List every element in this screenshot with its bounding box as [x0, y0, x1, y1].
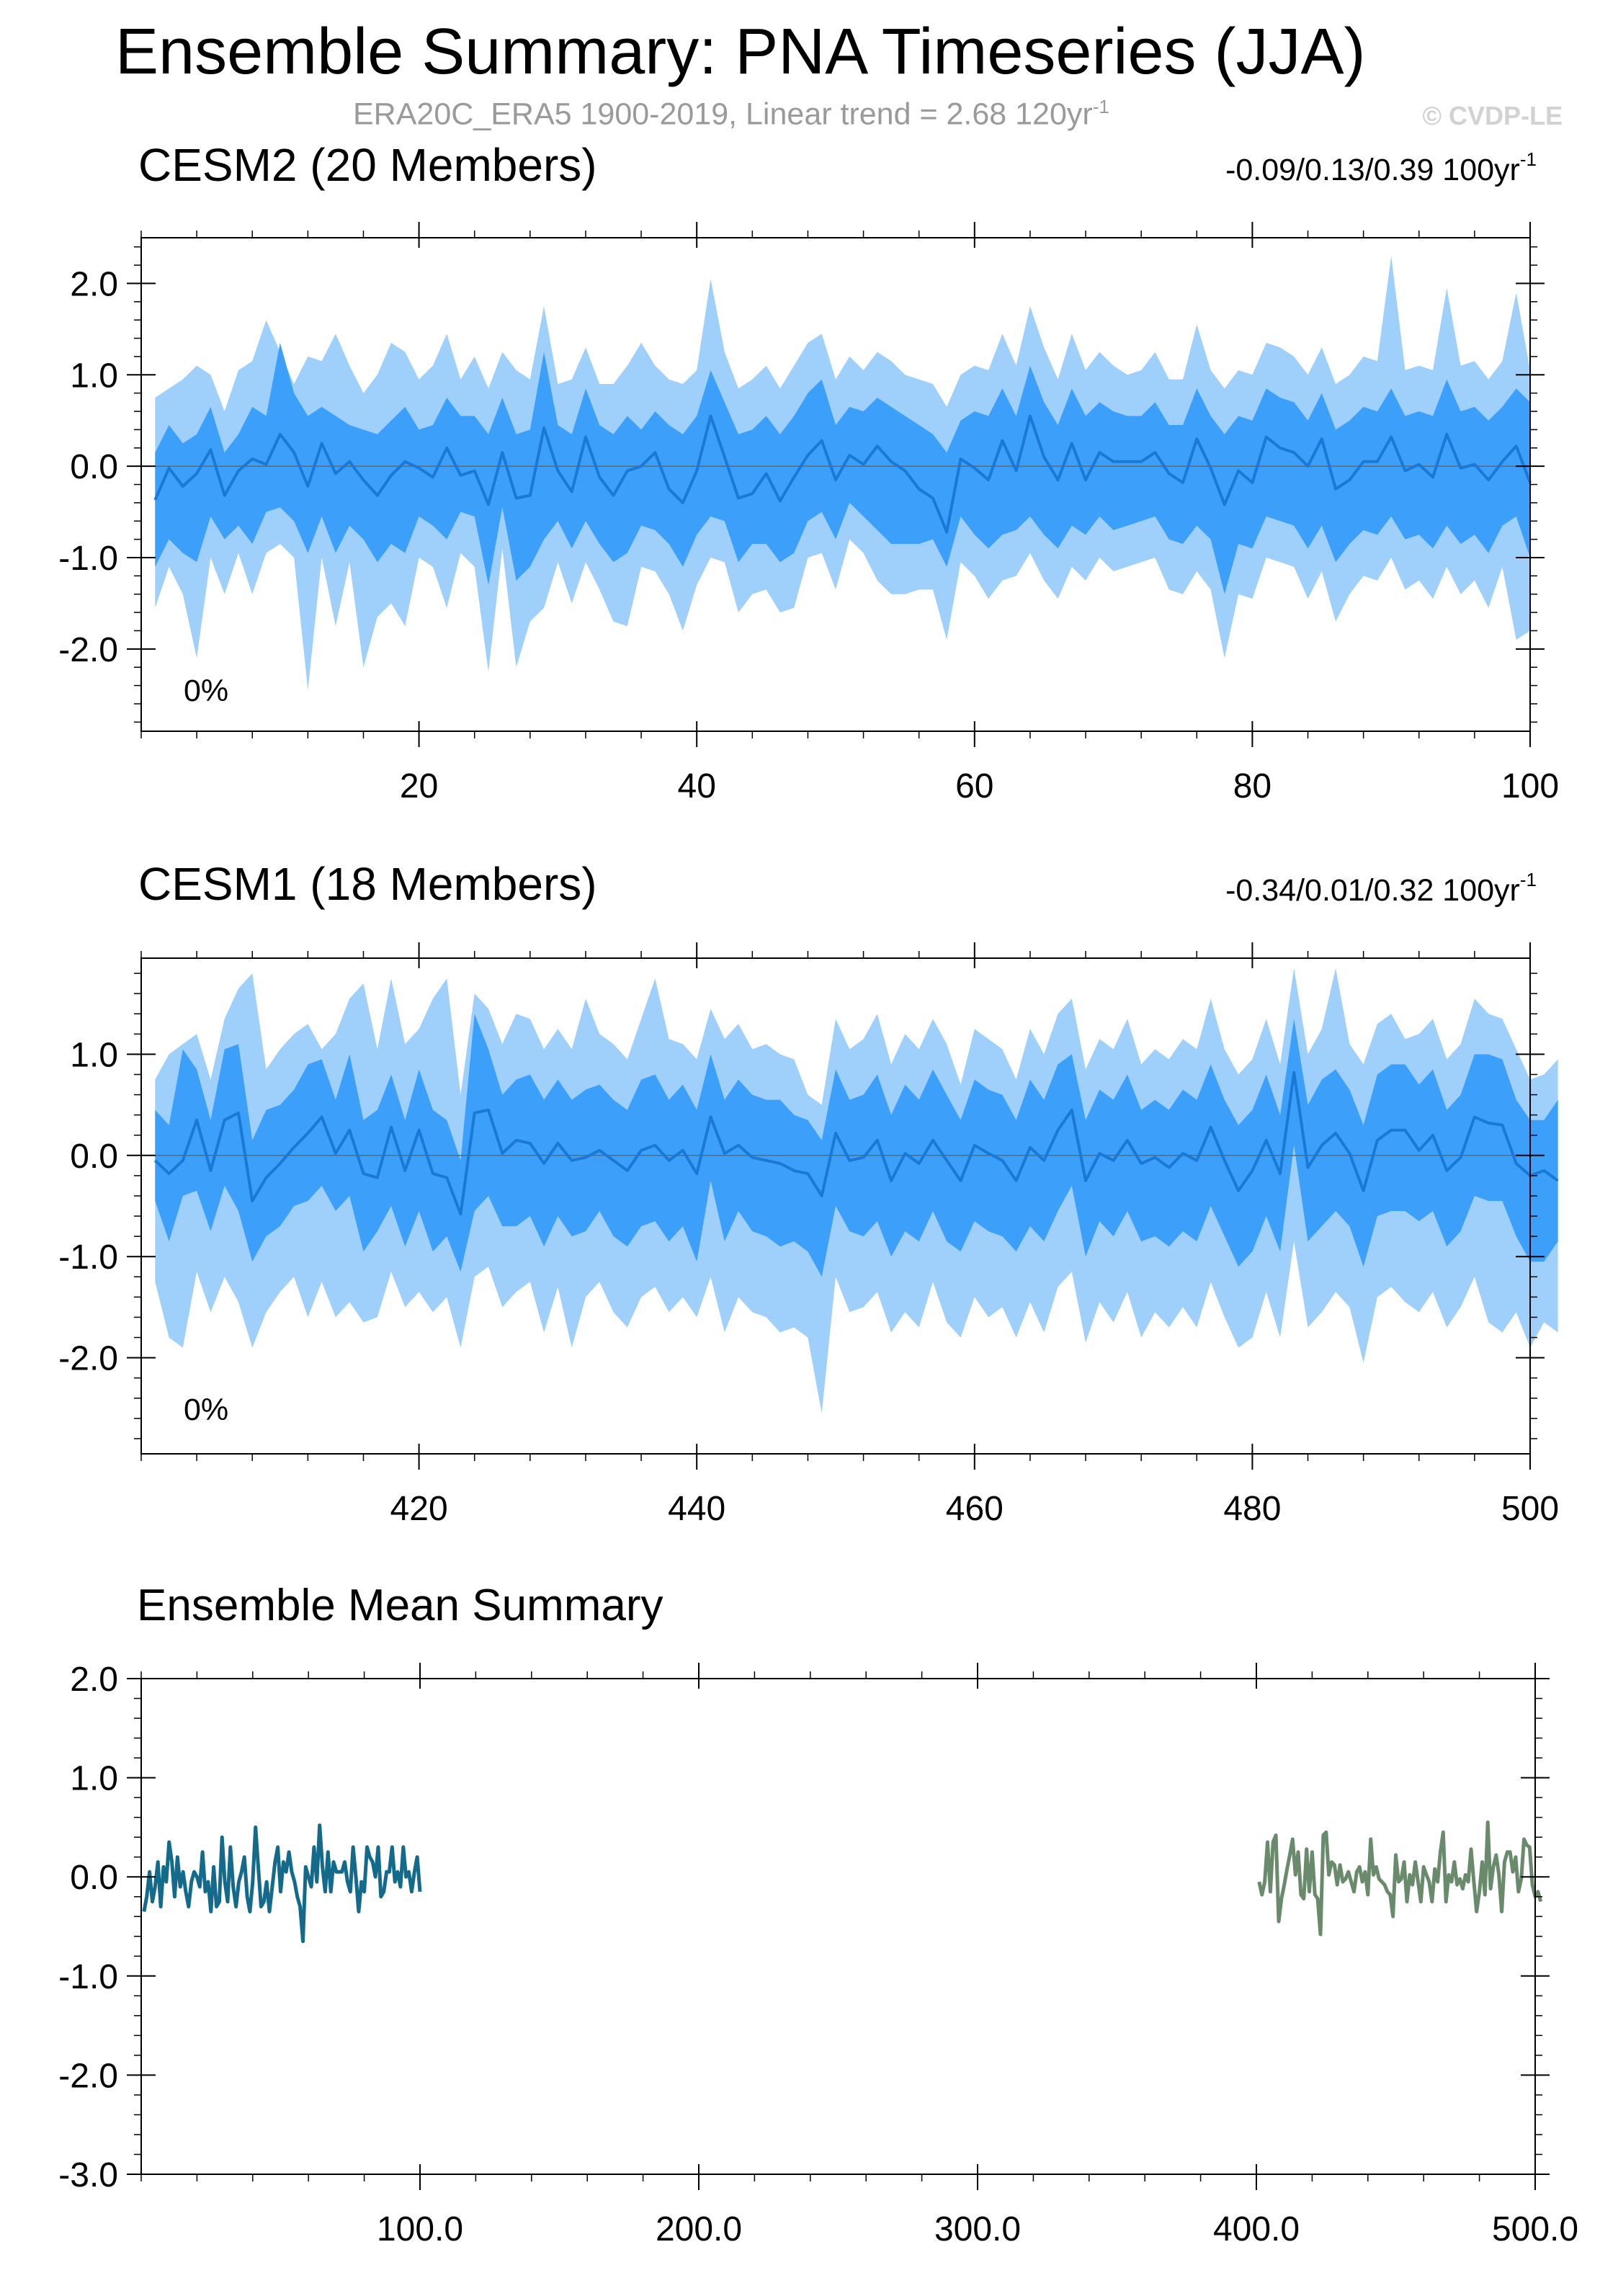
panel2-trend-sup: -1 [1519, 869, 1537, 890]
x-tick-label: 40 [678, 767, 716, 805]
panel3-frame [140, 1678, 1536, 2175]
summary-line-cesm2 [142, 1823, 422, 1944]
panel2-trend: -0.34/0.01/0.32 100yr-1 [1225, 869, 1537, 908]
panel1-trend-sup: -1 [1519, 148, 1537, 170]
x-tick-label: 400.0 [1213, 2210, 1300, 2248]
y-tick-label: 0.0 [70, 1138, 118, 1176]
panel2-axes: 1.0 0.0 -1.0 -2.0 420 440 460 480 500 [58, 942, 1559, 1528]
x-tick-label: 500.0 [1492, 2210, 1578, 2248]
panel2-ensemble-mean-line [153, 1071, 1559, 1216]
y-tick-label: 1.0 [70, 357, 118, 395]
panel1-title: CESM2 (20 Members) [138, 139, 597, 191]
panel1-percent: 0% [184, 674, 229, 708]
y-tick-label: 2.0 [70, 1661, 118, 1699]
panel2-percentile-band [155, 1014, 1558, 1277]
y-tick-label: 0.0 [70, 448, 118, 486]
subtitle-text: ERA20C_ERA5 1900-2019, Linear trend = 2.… [353, 97, 1093, 132]
x-tick-label: 60 [955, 767, 993, 805]
y-tick-label: -2.0 [58, 1340, 118, 1378]
y-tick-label: -1.0 [58, 540, 118, 578]
panel1-trend: -0.09/0.13/0.39 100yr-1 [1225, 148, 1537, 188]
x-tick-label: 480 [1223, 1490, 1281, 1528]
page-title: Ensemble Summary: PNA Timeseries (JJA) [115, 16, 1366, 88]
panel2-trend-text: -0.34/0.01/0.32 100yr [1225, 873, 1520, 908]
panel2-percent: 0% [184, 1393, 229, 1427]
y-tick-label: 0.0 [70, 1859, 118, 1897]
x-tick-label: 440 [668, 1490, 725, 1528]
x-tick-label: 460 [946, 1490, 1004, 1528]
panel2-frame [140, 957, 1531, 1455]
panel3-title: Ensemble Mean Summary [137, 1581, 663, 1630]
y-tick-label: 1.0 [70, 1036, 118, 1074]
y-tick-label: -2.0 [58, 631, 118, 669]
x-tick-label: 200.0 [656, 2210, 742, 2248]
y-tick-label: 2.0 [70, 265, 118, 303]
x-tick-label: 20 [400, 767, 438, 805]
y-tick-label: -1.0 [58, 1958, 118, 1996]
y-tick-label: -1.0 [58, 1238, 118, 1277]
panel1-ensemble-mean-line [153, 414, 1532, 534]
panel3-axes: 2.0 1.0 0.0 -1.0 -2.0 -3.0 100.0 200.0 300.0 400.… [58, 1661, 1578, 2248]
y-tick-label: -2.0 [58, 2057, 118, 2095]
watermark: © CVDP-LE [1422, 101, 1563, 130]
x-tick-label: 420 [390, 1490, 448, 1528]
panel2-title: CESM1 (18 Members) [138, 858, 597, 910]
summary-line-cesm1 [1257, 1821, 1543, 1937]
x-tick-label: 80 [1233, 767, 1271, 805]
x-tick-label: 100 [1501, 767, 1559, 805]
subtitle: ERA20C_ERA5 1900-2019, Linear trend = 2.… [353, 96, 1109, 132]
x-tick-label: 500 [1501, 1490, 1559, 1528]
panel1-trend-text: -0.09/0.13/0.39 100yr [1225, 153, 1520, 187]
y-tick-label: -3.0 [58, 2156, 118, 2194]
x-tick-label: 300.0 [934, 2210, 1021, 2248]
y-tick-label: 1.0 [70, 1760, 118, 1798]
x-tick-label: 100.0 [377, 2210, 463, 2248]
subtitle-sup: -1 [1092, 96, 1109, 117]
panel1-axes: 2.0 1.0 0.0 -1.0 -2.0 20 40 60 80 100 [58, 222, 1559, 805]
